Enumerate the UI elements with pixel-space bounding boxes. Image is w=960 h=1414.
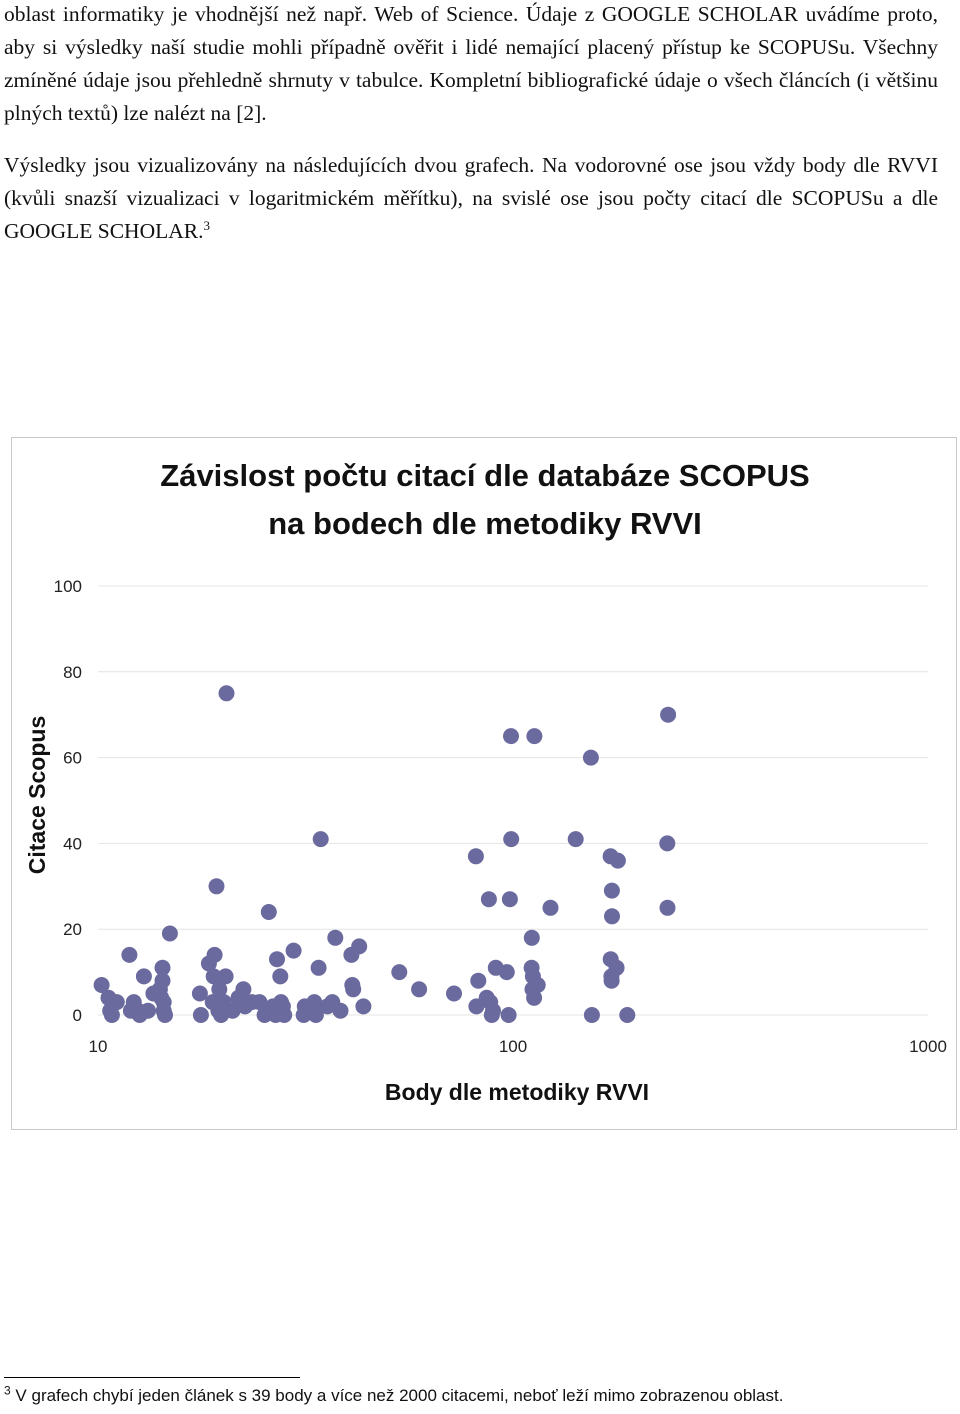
data-point	[285, 942, 302, 959]
footnote-text: V grafech chybí jeden článek s 39 body a…	[15, 1386, 784, 1405]
data-point	[355, 998, 372, 1015]
data-point	[260, 904, 277, 920]
footnote-reference[interactable]: 3	[203, 217, 210, 233]
data-point	[446, 985, 462, 1002]
data-point	[583, 1007, 600, 1023]
data-point	[206, 946, 223, 963]
data-point	[470, 972, 487, 989]
x-tick-label: 1000	[909, 1037, 947, 1056]
data-point	[609, 852, 626, 869]
data-point	[157, 1007, 173, 1023]
data-point	[659, 835, 676, 852]
data-point	[312, 831, 329, 848]
data-point	[272, 968, 289, 985]
data-point	[345, 981, 362, 998]
data-point	[529, 977, 546, 993]
data-point	[154, 972, 171, 989]
data-point	[411, 981, 428, 998]
data-point	[192, 1007, 209, 1023]
data-point	[503, 728, 519, 745]
data-point	[269, 951, 285, 968]
data-point	[205, 968, 222, 985]
chart-title-line1: Závislost počtu citací dle databáze SCOP…	[160, 458, 809, 493]
paragraph-intro-text: oblast informatiky je vhodnější než např…	[4, 2, 938, 125]
data-point	[93, 977, 110, 993]
data-point	[619, 1007, 636, 1023]
y-tick-label: 0	[73, 1006, 82, 1025]
data-points	[93, 685, 677, 1023]
data-point	[135, 968, 152, 985]
data-point	[582, 749, 599, 766]
paragraph-intro: oblast informatiky je vhodnější než např…	[4, 0, 938, 130]
data-point	[526, 728, 543, 745]
data-point	[542, 899, 559, 916]
data-point	[500, 1007, 517, 1023]
data-point	[351, 938, 368, 955]
data-point	[224, 1002, 241, 1019]
data-point	[103, 1007, 120, 1023]
chart-gridlines	[98, 585, 928, 1016]
data-point	[161, 925, 178, 942]
footnote-number: 3	[4, 1383, 11, 1398]
data-point	[467, 848, 484, 865]
y-tick-label: 20	[63, 920, 82, 939]
data-point	[480, 891, 497, 908]
data-point	[154, 959, 171, 976]
data-point	[503, 831, 520, 848]
data-point	[108, 994, 125, 1011]
data-point	[140, 1002, 156, 1019]
data-point	[306, 994, 323, 1011]
x-axis-ticks: 10 100 1000	[89, 1037, 947, 1056]
data-point	[332, 1002, 349, 1019]
data-point	[608, 959, 625, 976]
y-tick-label: 60	[63, 749, 82, 768]
data-point	[208, 878, 225, 895]
data-point	[567, 831, 584, 848]
y-axis-label: Citace Scopus	[24, 716, 50, 875]
data-point	[235, 981, 252, 998]
data-point	[523, 929, 540, 946]
footnote: 3 V grafech chybí jeden článek s 39 body…	[4, 1383, 954, 1406]
data-point	[121, 946, 138, 963]
y-tick-label: 80	[63, 663, 82, 682]
paragraph-results-text: Výsledky jsou vizualizovány na následují…	[4, 153, 938, 243]
y-tick-label: 100	[54, 577, 82, 596]
data-point	[660, 706, 677, 723]
data-point	[603, 882, 620, 899]
data-point	[307, 1007, 324, 1023]
scatter-chart: Závislost počtu citací dle databáze SCOP…	[11, 437, 957, 1130]
y-axis-ticks: 0 20 40 60 80 100	[54, 577, 82, 1025]
x-tick-label: 100	[499, 1037, 527, 1056]
data-point	[217, 968, 234, 985]
data-point	[211, 981, 228, 998]
chart-title-line2: na bodech dle metodiky RVVI	[268, 506, 702, 541]
data-point	[327, 929, 344, 946]
data-point	[485, 1002, 501, 1019]
y-tick-label: 40	[63, 834, 82, 853]
chart-canvas: Závislost počtu citací dle databáze SCOP…	[24, 458, 947, 1105]
x-axis-label: Body dle metodiky RVVI	[385, 1079, 649, 1105]
data-point	[276, 1007, 293, 1023]
x-tick-label: 10	[89, 1037, 108, 1056]
data-point	[501, 891, 518, 908]
footnote-divider	[4, 1377, 300, 1378]
data-point	[604, 908, 620, 925]
data-point	[310, 959, 327, 976]
paragraph-results: Výsledky jsou vizualizovány na následují…	[4, 149, 938, 248]
data-point	[498, 964, 515, 981]
data-point	[218, 685, 235, 702]
data-point	[191, 985, 208, 1002]
data-point	[603, 972, 620, 989]
data-point	[526, 989, 543, 1006]
data-point	[659, 899, 676, 916]
data-point	[391, 964, 408, 981]
